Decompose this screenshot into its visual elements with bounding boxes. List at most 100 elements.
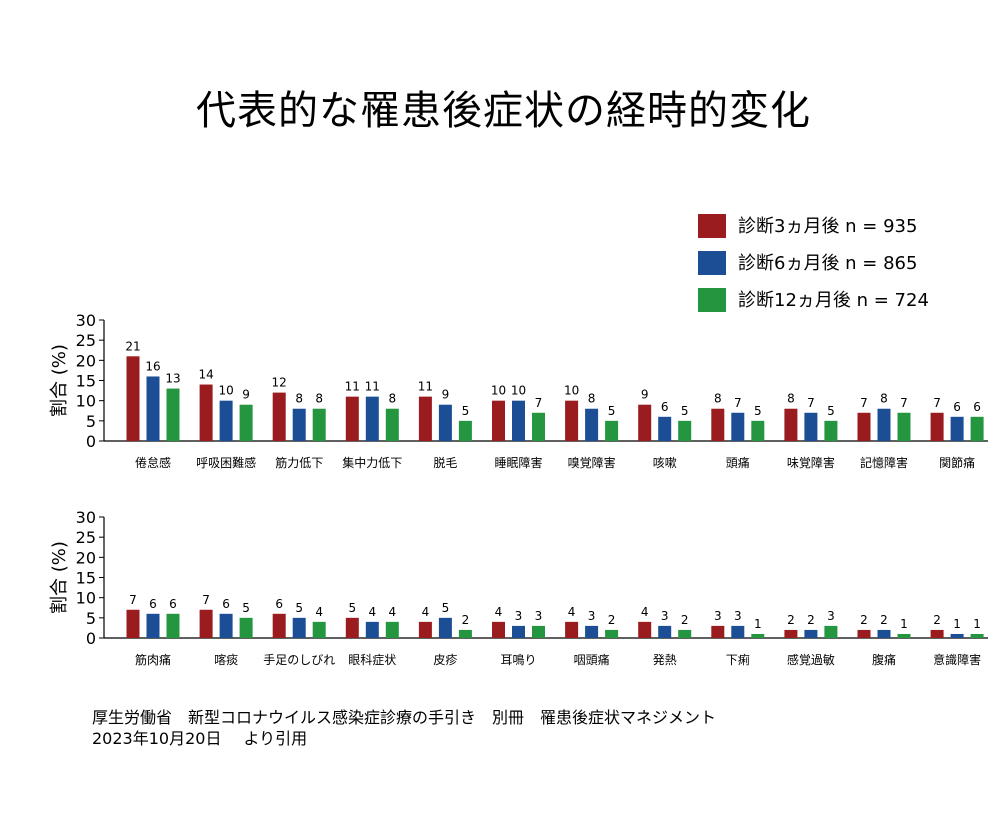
data-label: 2 [933, 613, 941, 627]
data-label: 12 [272, 376, 287, 390]
y-axis-label: 割合 (%) [49, 541, 70, 614]
y-axis-label: 割合 (%) [49, 344, 70, 417]
bar-12m [239, 617, 253, 638]
bar-6m [804, 629, 818, 638]
data-label: 11 [418, 380, 433, 394]
y-tick-label: 10 [76, 589, 96, 608]
x-tick-label: 味覚障害 [787, 455, 835, 470]
bar-3m [784, 408, 798, 441]
bar-3m [492, 621, 505, 638]
data-label: 6 [169, 597, 177, 611]
bar-12m [824, 625, 838, 638]
x-tick-label: 頭痛 [726, 455, 750, 470]
data-label: 5 [348, 601, 356, 615]
data-label: 6 [953, 400, 961, 414]
x-tick-label: 皮疹 [433, 652, 457, 667]
bar-6m [438, 404, 452, 441]
bar-6m [950, 416, 964, 441]
bar-6m [365, 621, 379, 638]
bar-6m [219, 400, 233, 441]
x-tick-label: 記憶障害 [860, 455, 908, 470]
data-label: 5 [827, 404, 835, 418]
data-label: 5 [295, 601, 303, 615]
x-tick-label: 関節痛 [939, 455, 975, 470]
data-label: 6 [149, 597, 157, 611]
slide-title: 代表的な罹患後症状の経時的変化 [196, 88, 811, 134]
x-tick-label: 筋力低下 [275, 455, 323, 470]
bar-6m [658, 416, 672, 441]
bar-6m [146, 376, 160, 441]
legend-label: 診断6ヵ月後 n = 865 [738, 253, 917, 274]
y-tick-label: 25 [76, 528, 96, 547]
bar-6m [292, 617, 306, 638]
bar-3m [492, 400, 505, 441]
bar-6m [877, 408, 891, 441]
bar-6m [512, 625, 525, 638]
bar-12m [532, 412, 545, 441]
bar-6m [219, 613, 233, 638]
data-label: 8 [295, 392, 303, 406]
data-label: 3 [714, 609, 722, 623]
bar-6m [950, 633, 964, 638]
data-label: 7 [129, 593, 137, 607]
bar-3m [711, 408, 725, 441]
bar-3m [345, 617, 359, 638]
data-label: 3 [588, 609, 596, 623]
bar-12m [458, 420, 472, 441]
bar-6m [292, 408, 306, 441]
data-label: 21 [125, 339, 140, 353]
data-label: 7 [860, 396, 868, 410]
data-label: 3 [535, 609, 543, 623]
data-label: 1 [754, 617, 762, 631]
x-tick-label: 発熱 [653, 653, 677, 667]
data-label: 4 [368, 605, 376, 619]
x-tick-label: 感覚過敏 [787, 652, 835, 667]
y-tick-label: 30 [76, 508, 96, 527]
source-line-2: 2023年10月20日 より引用 [92, 728, 716, 749]
bar-12m [897, 633, 911, 638]
bar-12m [239, 404, 253, 441]
data-label: 10 [491, 384, 506, 398]
x-tick-label: 睡眠障害 [494, 455, 542, 470]
data-label: 7 [202, 593, 210, 607]
data-label: 4 [568, 605, 576, 619]
data-label: 16 [145, 359, 160, 373]
y-tick-label: 10 [76, 392, 96, 411]
data-label: 1 [900, 617, 908, 631]
bar-12m [605, 420, 619, 441]
bar-3m [857, 629, 871, 638]
data-label: 11 [365, 380, 380, 394]
data-label: 9 [442, 388, 450, 402]
data-label: 4 [315, 605, 323, 619]
data-label: 1 [973, 617, 981, 631]
data-label: 8 [315, 392, 323, 406]
bar-12m [678, 629, 692, 638]
legend-swatch-12m [698, 288, 726, 312]
bar-6m [438, 617, 452, 638]
legend-label: 診断12ヵ月後 n = 724 [738, 290, 929, 311]
data-label: 8 [714, 392, 722, 406]
data-label: 7 [807, 396, 815, 410]
bar-6m [731, 625, 745, 638]
data-label: 6 [222, 597, 230, 611]
bar-6m [585, 408, 599, 441]
data-label: 2 [608, 613, 616, 627]
data-label: 2 [462, 613, 470, 627]
bar-12m [166, 388, 180, 441]
bar-3m [638, 404, 652, 441]
legend-swatch-3m [698, 214, 726, 238]
source-line-1: 厚生労働省 新型コロナウイルス感染症診療の手引き 別冊 罹患後症状マネジメント [92, 708, 717, 727]
x-tick-label: 下痢 [726, 652, 750, 667]
data-label: 10 [218, 384, 233, 398]
data-label: 5 [608, 404, 616, 418]
data-label: 4 [495, 605, 503, 619]
x-tick-label: 腹痛 [872, 652, 896, 667]
data-label: 7 [734, 396, 742, 410]
data-label: 4 [388, 605, 396, 619]
bar-3m [711, 625, 725, 638]
data-label: 3 [515, 609, 523, 623]
data-label: 7 [900, 396, 908, 410]
data-label: 2 [681, 613, 689, 627]
legend-label: 診断3ヵ月後 n = 935 [738, 216, 917, 237]
